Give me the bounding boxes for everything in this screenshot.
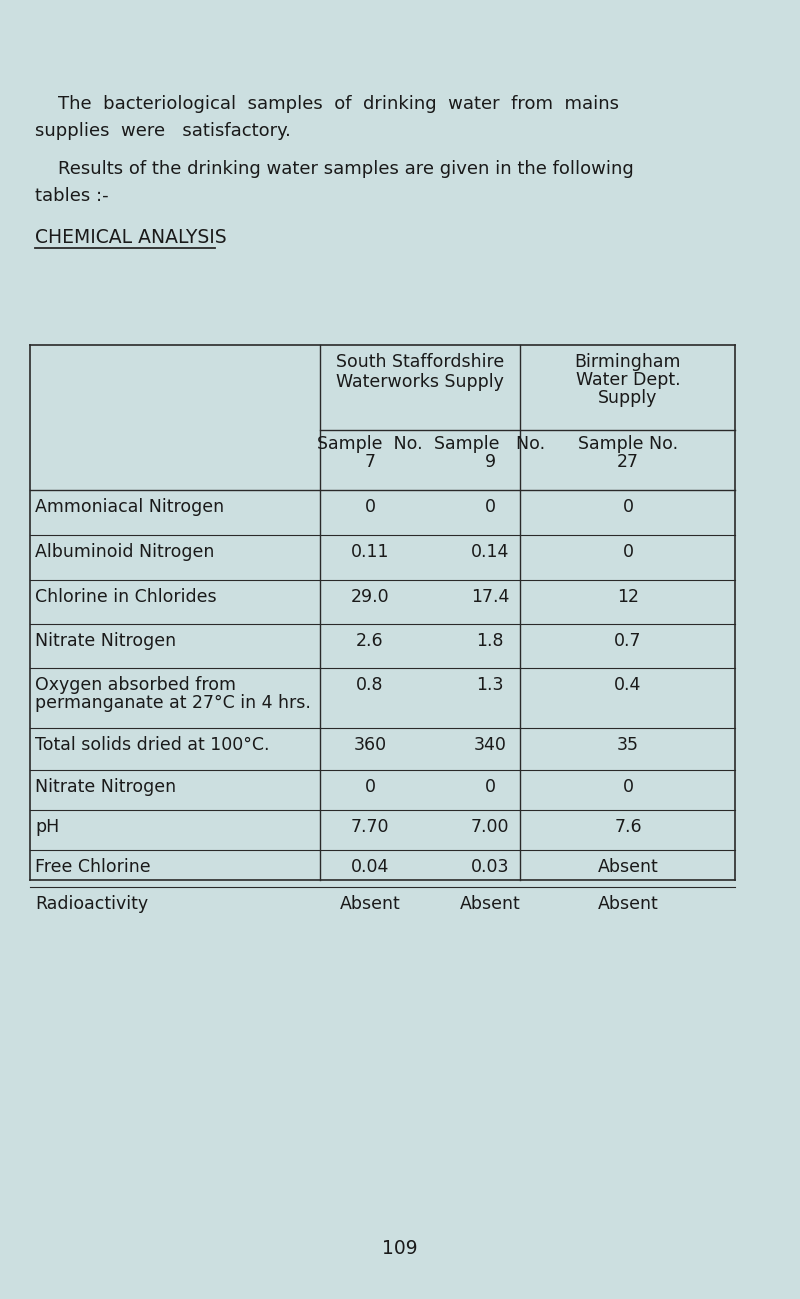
Text: 340: 340 [474, 737, 506, 753]
Text: 0.7: 0.7 [614, 633, 642, 650]
Text: Water Dept.: Water Dept. [576, 372, 680, 388]
Text: 0: 0 [365, 498, 375, 516]
Text: 0.4: 0.4 [614, 675, 642, 694]
Text: Absent: Absent [598, 895, 658, 913]
Text: Nitrate Nitrogen: Nitrate Nitrogen [35, 778, 176, 796]
Text: 0.8: 0.8 [356, 675, 384, 694]
Text: Absent: Absent [460, 895, 520, 913]
Text: 0.11: 0.11 [350, 543, 390, 561]
Text: Waterworks Supply: Waterworks Supply [336, 373, 504, 391]
Text: 2.6: 2.6 [356, 633, 384, 650]
Text: Free Chlorine: Free Chlorine [35, 859, 150, 876]
Text: 7.00: 7.00 [470, 818, 510, 837]
Text: 7.6: 7.6 [614, 818, 642, 837]
Text: 0: 0 [485, 778, 495, 796]
Text: Oxygen absorbed from: Oxygen absorbed from [35, 675, 236, 694]
Text: Radioactivity: Radioactivity [35, 895, 148, 913]
Text: Ammoniacal Nitrogen: Ammoniacal Nitrogen [35, 498, 224, 516]
Text: Sample No.: Sample No. [578, 435, 678, 453]
Text: Absent: Absent [598, 859, 658, 876]
Text: 1.3: 1.3 [476, 675, 504, 694]
Text: Supply: Supply [598, 388, 658, 407]
Text: 0.03: 0.03 [470, 859, 510, 876]
Text: Sample   No.: Sample No. [434, 435, 546, 453]
Text: 0.04: 0.04 [351, 859, 389, 876]
Text: 7.70: 7.70 [350, 818, 390, 837]
Text: tables :-: tables :- [35, 187, 109, 205]
Text: 12: 12 [617, 588, 639, 607]
Text: Total solids dried at 100°C.: Total solids dried at 100°C. [35, 737, 270, 753]
Text: Sample  No.: Sample No. [317, 435, 423, 453]
Text: 0: 0 [365, 778, 375, 796]
Text: South Staffordshire: South Staffordshire [336, 353, 504, 372]
Text: The  bacteriological  samples  of  drinking  water  from  mains: The bacteriological samples of drinking … [35, 95, 619, 113]
Text: 1.8: 1.8 [476, 633, 504, 650]
Text: Albuminoid Nitrogen: Albuminoid Nitrogen [35, 543, 214, 561]
Text: Chlorine in Chlorides: Chlorine in Chlorides [35, 588, 217, 607]
Text: 0: 0 [622, 778, 634, 796]
Text: 17.4: 17.4 [471, 588, 509, 607]
Text: Nitrate Nitrogen: Nitrate Nitrogen [35, 633, 176, 650]
Text: permanganate at 27°C in 4 hrs.: permanganate at 27°C in 4 hrs. [35, 694, 311, 712]
Text: 27: 27 [617, 453, 639, 472]
Text: 35: 35 [617, 737, 639, 753]
Text: 9: 9 [485, 453, 495, 472]
Text: Results of the drinking water samples are given in the following: Results of the drinking water samples ar… [35, 160, 634, 178]
Text: 29.0: 29.0 [350, 588, 390, 607]
Text: 109: 109 [382, 1239, 418, 1257]
Text: pH: pH [35, 818, 59, 837]
Text: 0.14: 0.14 [471, 543, 509, 561]
Text: 7: 7 [365, 453, 375, 472]
Text: 0: 0 [485, 498, 495, 516]
Text: 0: 0 [622, 498, 634, 516]
Text: 360: 360 [354, 737, 386, 753]
Text: supplies  were   satisfactory.: supplies were satisfactory. [35, 122, 291, 140]
Text: Birmingham: Birmingham [574, 353, 682, 372]
Text: CHEMICAL ANALYSIS: CHEMICAL ANALYSIS [35, 229, 226, 247]
Text: 0: 0 [622, 543, 634, 561]
Text: Absent: Absent [340, 895, 400, 913]
